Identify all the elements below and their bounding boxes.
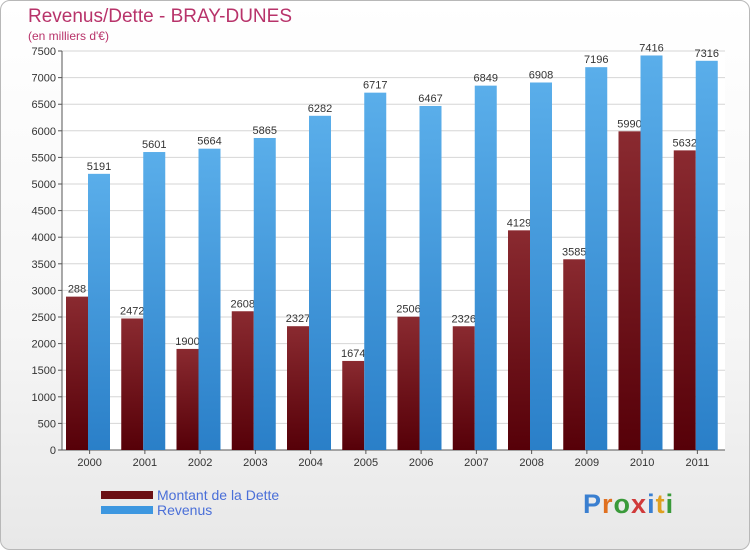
bar-debt bbox=[342, 360, 365, 450]
data-label-debt: 2506 bbox=[396, 304, 420, 316]
bar-revenus bbox=[419, 105, 442, 450]
x-tick-label: 2006 bbox=[409, 457, 433, 469]
chart-subtitle: (en milliers d'€) bbox=[28, 29, 109, 43]
logo-letter: P bbox=[583, 489, 603, 519]
y-tick-label: 500 bbox=[38, 418, 56, 430]
bar-debt bbox=[176, 348, 199, 450]
bar-debt bbox=[287, 326, 309, 450]
bar-debt bbox=[397, 316, 420, 450]
bar-revenus bbox=[364, 92, 387, 450]
data-label-revenus: 6717 bbox=[363, 80, 387, 92]
data-label-revenus: 7196 bbox=[584, 54, 608, 66]
bar-revenus bbox=[143, 152, 166, 450]
x-tick-label: 2010 bbox=[630, 457, 654, 469]
chart-title: Revenus/Dette - BRAY-DUNES bbox=[28, 6, 292, 27]
y-tick-label: 6000 bbox=[32, 126, 56, 138]
bar-debt bbox=[508, 230, 530, 450]
data-label-debt: 3585 bbox=[562, 246, 586, 258]
data-label-revenus: 6908 bbox=[529, 69, 553, 81]
data-label-revenus: 7316 bbox=[695, 48, 719, 60]
x-tick-label: 2009 bbox=[575, 457, 599, 469]
bar-revenus bbox=[198, 148, 221, 450]
proxiti-logo: Proxiti bbox=[583, 489, 674, 520]
data-label-revenus: 7416 bbox=[639, 42, 663, 54]
x-tick-label: 2002 bbox=[188, 457, 212, 469]
logo-letter: i bbox=[665, 489, 675, 519]
bar-revenus bbox=[585, 67, 608, 451]
data-label-debt: 2472 bbox=[120, 305, 144, 317]
data-label-revenus: 5865 bbox=[253, 125, 277, 137]
legend-item-revenus: Revenus bbox=[101, 501, 279, 518]
legend-label-dette: Montant de la Dette bbox=[157, 486, 280, 503]
data-label-debt: 5632 bbox=[673, 137, 697, 149]
bar-revenus bbox=[695, 60, 718, 451]
x-tick-label: 2004 bbox=[298, 457, 322, 469]
x-tick-label: 2007 bbox=[464, 457, 488, 469]
x-tick-label: 2003 bbox=[243, 457, 267, 469]
data-label-revenus: 6282 bbox=[308, 103, 332, 115]
logo-letter: o bbox=[613, 489, 632, 519]
bar-debt bbox=[618, 131, 641, 450]
y-tick-label: 2000 bbox=[32, 339, 56, 351]
legend-label-revenus: Revenus bbox=[157, 501, 213, 518]
logo-letter: i bbox=[647, 489, 656, 519]
plot-area bbox=[62, 51, 725, 450]
y-tick-label: 7000 bbox=[32, 73, 56, 85]
bar-debt bbox=[452, 326, 475, 450]
y-tick-label: 4500 bbox=[32, 206, 56, 218]
data-label-debt: 4129 bbox=[507, 217, 531, 229]
data-label-debt: 1900 bbox=[175, 336, 199, 348]
data-label-debt: 288 bbox=[68, 284, 86, 296]
data-label-debt: 1674 bbox=[341, 348, 365, 360]
data-label-revenus: 5601 bbox=[142, 139, 166, 151]
legend-swatch-dette bbox=[101, 490, 153, 499]
y-tick-label: 1000 bbox=[32, 392, 56, 404]
legend-swatch-revenus bbox=[101, 505, 153, 514]
y-tick-label: 4000 bbox=[32, 232, 56, 244]
bar-debt bbox=[673, 150, 696, 450]
y-tick-label: 3500 bbox=[32, 259, 56, 271]
x-tick-label: 2005 bbox=[354, 457, 378, 469]
bar-revenus bbox=[530, 82, 552, 451]
data-label-debt: 2327 bbox=[286, 313, 310, 325]
data-label-revenus: 5664 bbox=[197, 136, 221, 148]
logo-letter: r bbox=[602, 489, 614, 519]
x-tick-label: 2011 bbox=[686, 457, 710, 469]
data-label-revenus: 5191 bbox=[87, 161, 111, 173]
y-tick-label: 2500 bbox=[32, 312, 56, 324]
legend: Montant de la Dette Revenus bbox=[101, 486, 280, 518]
x-tick-label: 2000 bbox=[77, 457, 101, 469]
logo-letter: t bbox=[655, 489, 666, 519]
y-tick-label: 7500 bbox=[32, 46, 56, 58]
legend-item-dette: Montant de la Dette bbox=[101, 486, 280, 503]
bar-revenus bbox=[474, 85, 497, 450]
bar-debt bbox=[121, 318, 144, 450]
logo-letter: x bbox=[631, 489, 648, 519]
y-tick-label: 1500 bbox=[32, 365, 56, 377]
data-label-revenus: 6467 bbox=[418, 93, 442, 105]
y-tick-label: 5500 bbox=[32, 152, 56, 164]
bar-debt bbox=[66, 296, 88, 450]
bar-revenus bbox=[640, 55, 663, 450]
bar-revenus bbox=[88, 173, 110, 450]
y-tick-label: 3000 bbox=[32, 285, 56, 297]
y-tick-label: 0 bbox=[50, 445, 56, 457]
bar-revenus bbox=[309, 115, 331, 450]
data-label-revenus: 6849 bbox=[474, 73, 498, 85]
bar-revenus bbox=[253, 137, 276, 450]
bar-debt bbox=[231, 311, 254, 450]
y-tick-label: 5000 bbox=[32, 179, 56, 191]
data-label-debt: 5990 bbox=[617, 118, 641, 130]
bar-debt bbox=[563, 259, 586, 450]
x-tick-label: 2001 bbox=[133, 457, 157, 469]
y-tick-label: 6500 bbox=[32, 99, 56, 111]
x-tick-label: 2008 bbox=[519, 457, 543, 469]
data-label-debt: 2608 bbox=[231, 298, 255, 310]
data-label-debt: 2326 bbox=[452, 313, 476, 325]
